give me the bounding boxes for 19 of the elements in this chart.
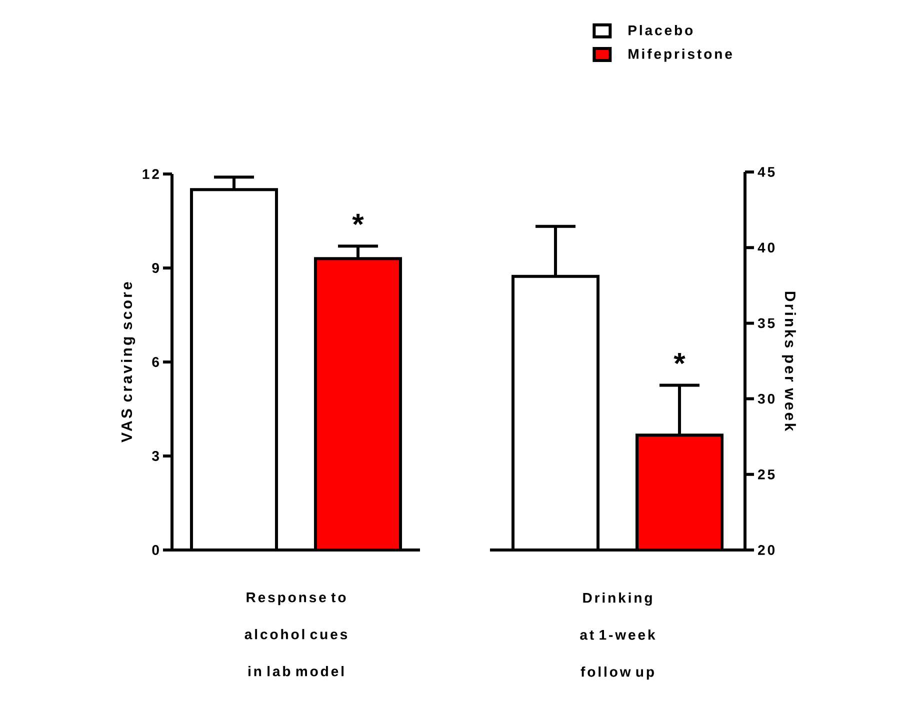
legend-label: Mifepristone [628,48,732,62]
annotation: * [352,214,364,226]
y-tick-label: 0 [152,545,159,555]
y-axis-title: Drinks per week [782,292,796,432]
category-label: Drinking at 1-week follow up [580,592,656,680]
y-tick-label: 35 [758,318,775,328]
y-axis-title: VAS craving score [121,282,136,442]
y-tick-label: 20 [758,545,774,555]
legend-label: Placebo [628,25,693,36]
annotation: * [674,353,686,364]
y-tick-label: 12 [142,169,159,179]
y-tick-label: 9 [152,263,159,273]
y-tick-label: 3 [152,451,159,461]
y-tick-label: 30 [758,394,774,404]
y-tick-label: 25 [758,469,775,480]
category-label: Response to alcohol cues in lab model [244,592,348,676]
y-tick-label: 6 [152,357,159,367]
y-tick-label: 45 [758,167,775,177]
y-tick-label: 40 [758,242,774,253]
